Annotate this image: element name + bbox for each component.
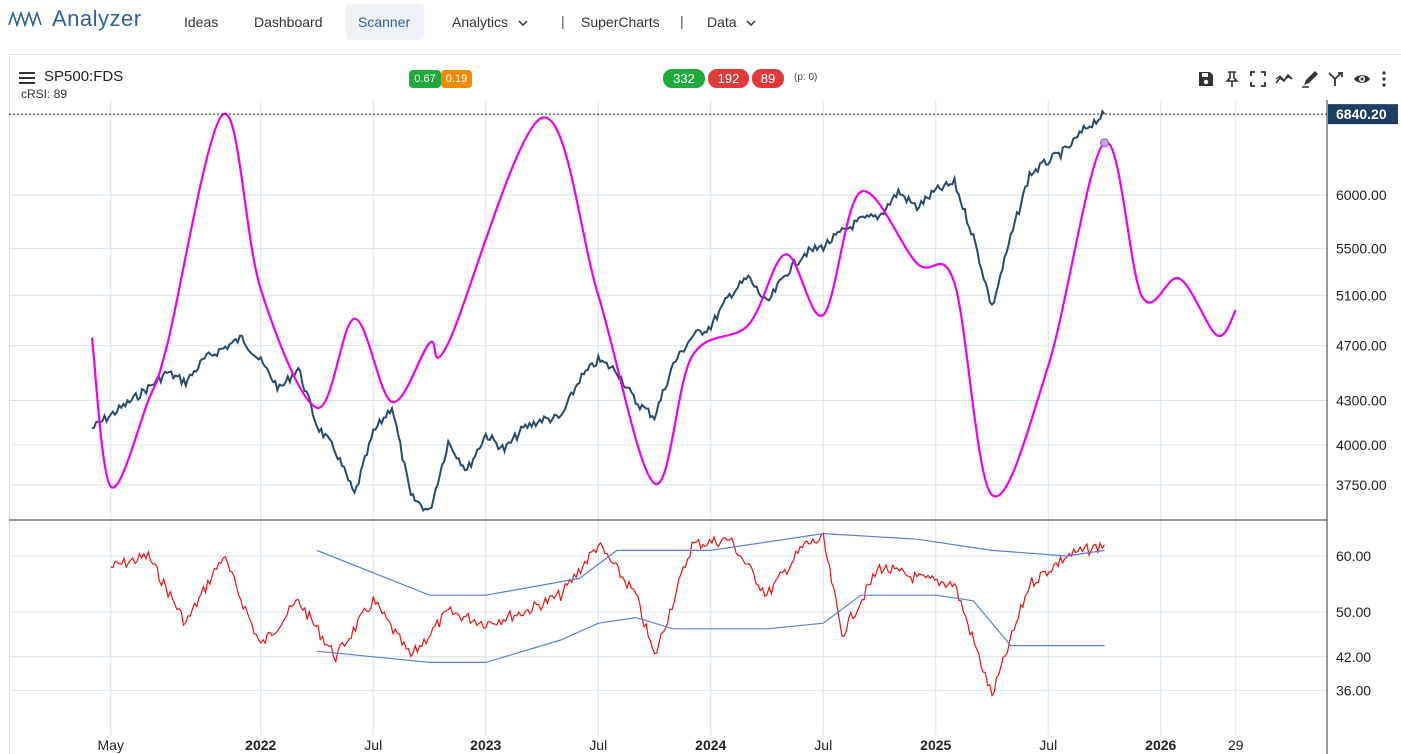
chart-panel xyxy=(9,54,1401,754)
more-icon[interactable] xyxy=(1379,70,1389,88)
nav-item-ideas[interactable]: Ideas xyxy=(184,14,219,30)
nav-separator: | xyxy=(561,13,565,29)
nav-item-dashboard[interactable]: Dashboard xyxy=(254,14,323,30)
eye-icon[interactable] xyxy=(1353,70,1371,88)
top-nav: Analyzer Ideas Dashboard Scanner Analyti… xyxy=(0,0,1401,44)
chevron-down-icon xyxy=(746,20,756,27)
nav-item-scanner[interactable]: Scanner xyxy=(346,4,424,40)
nav-item-data-label: Data xyxy=(707,14,737,30)
nav-item-data[interactable]: Data xyxy=(695,4,768,40)
count-red: 89 xyxy=(752,69,784,88)
hamburger-menu-icon[interactable] xyxy=(19,72,35,84)
compare-icon[interactable] xyxy=(1275,70,1293,88)
branch-icon[interactable] xyxy=(1327,70,1345,88)
indicator-label: cRSI: 89 xyxy=(21,87,68,101)
save-icon[interactable] xyxy=(1197,70,1215,88)
count-green: 332 xyxy=(663,69,705,88)
nav-item-supercharts[interactable]: SuperCharts xyxy=(581,14,660,30)
p-label: (p: 0) xyxy=(794,72,818,83)
fullscreen-icon[interactable] xyxy=(1249,70,1267,88)
logo[interactable]: Analyzer xyxy=(8,6,142,32)
logo-icon xyxy=(8,10,42,28)
count-red: 192 xyxy=(708,69,749,88)
symbol-label[interactable]: SP500:FDS xyxy=(44,68,124,85)
nav-item-analytics[interactable]: Analytics xyxy=(440,4,540,40)
app-name: Analyzer xyxy=(52,6,142,31)
draw-icon[interactable] xyxy=(1301,70,1319,88)
chevron-down-icon xyxy=(518,20,528,27)
badge-green: 0.67 xyxy=(409,70,441,88)
pin-icon[interactable] xyxy=(1223,70,1241,88)
badge-orange: 0.19 xyxy=(441,70,472,88)
nav-item-analytics-label: Analytics xyxy=(452,14,509,30)
nav-separator: | xyxy=(680,13,684,29)
